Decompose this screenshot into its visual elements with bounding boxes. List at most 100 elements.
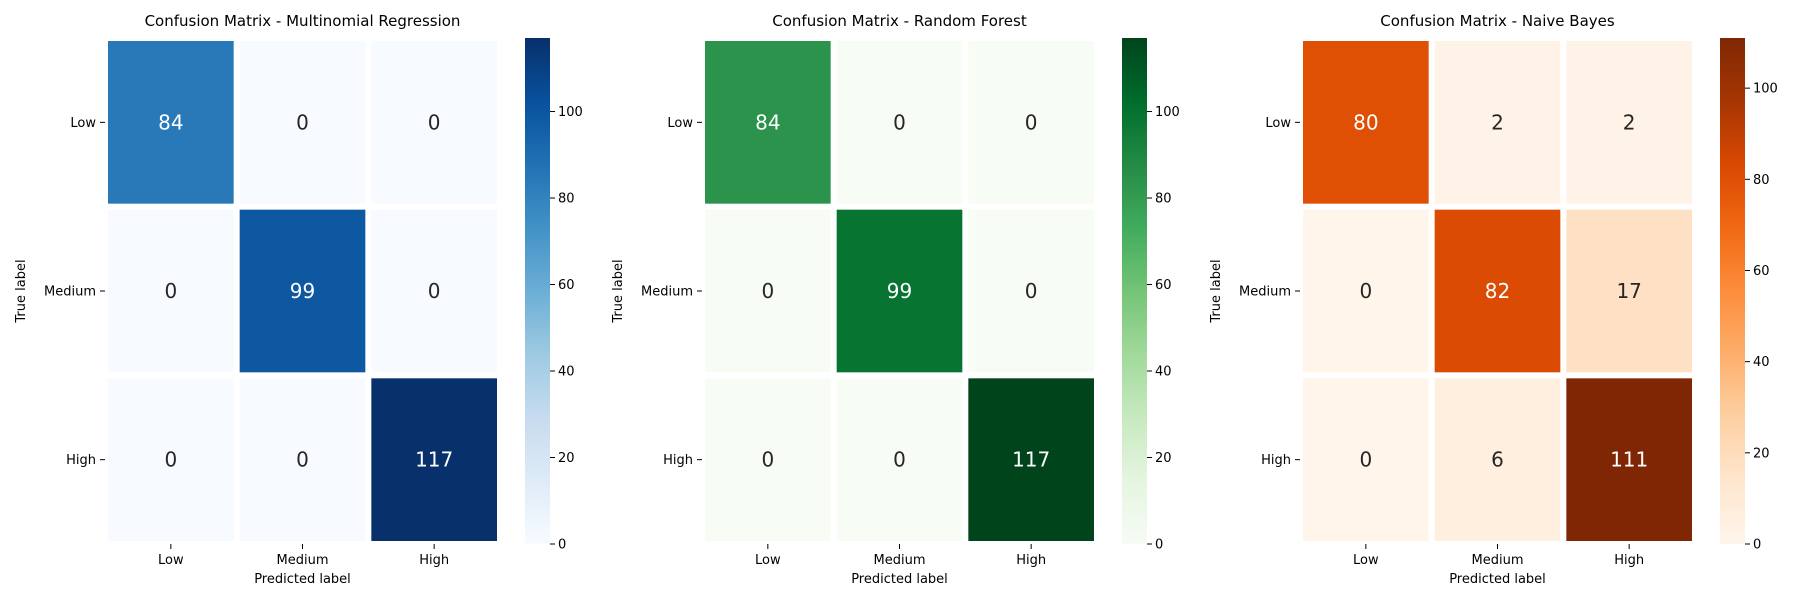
cell-value-label: 0 <box>428 279 441 303</box>
cell-value-label: 0 <box>1359 279 1372 303</box>
heatmap-cell <box>1434 209 1561 373</box>
colorbar-tick-label: 100 <box>558 105 583 120</box>
heatmap-cell <box>239 378 366 541</box>
cell-value-label: 2 <box>1491 110 1504 134</box>
cell-value-label: 0 <box>164 279 177 303</box>
colorbar-tick-label: 20 <box>558 451 575 466</box>
heatmap-cell <box>371 209 497 373</box>
cell-value-label: 0 <box>1359 448 1372 472</box>
heatmap-cell <box>108 378 234 541</box>
cell-value-label: 111 <box>1610 448 1648 472</box>
y-axis-label: True label <box>1209 259 1224 323</box>
heatmap-cell <box>108 209 234 373</box>
heatmap-cell <box>968 209 1094 373</box>
heatmap-cell <box>371 378 497 541</box>
y-tick-label: High <box>1261 453 1291 468</box>
heatmap-cell <box>1303 209 1429 373</box>
cell-value-label: 80 <box>1353 110 1378 134</box>
heatmap-cell <box>836 209 963 373</box>
x-tick-label: High <box>1614 553 1644 568</box>
cell-value-label: 0 <box>1025 279 1038 303</box>
heatmap-cell <box>968 41 1094 204</box>
x-tick-label: Low <box>158 553 184 568</box>
y-axis-label: True label <box>611 259 626 323</box>
heatmap-cell <box>1303 41 1429 204</box>
colorbar-tick-label: 0 <box>1155 538 1163 553</box>
heatmap-cell <box>108 41 234 204</box>
colorbar-tick-label: 60 <box>1155 278 1172 293</box>
cell-value-label: 0 <box>1025 110 1038 134</box>
colorbar-gradient <box>1720 38 1745 544</box>
cell-value-label: 0 <box>893 110 906 134</box>
x-tick-label: Medium <box>1472 553 1524 568</box>
colorbar-tick-label: 80 <box>1155 192 1172 207</box>
colorbar: 0 20 40 60 80 100 <box>1122 38 1180 553</box>
cell-value-label: 84 <box>158 110 183 134</box>
heatmap-cell <box>705 209 831 373</box>
x-tick-label: High <box>419 553 449 568</box>
colorbar-tick-label: 60 <box>1753 264 1770 279</box>
heatmap-cell <box>1434 378 1561 541</box>
x-tick-label: High <box>1016 553 1046 568</box>
colorbar-tick-label: 20 <box>1155 451 1172 466</box>
x-axis-label: Predicted label <box>851 572 948 587</box>
cell-value-label: 0 <box>296 110 309 134</box>
cell-value-label: 0 <box>893 448 906 472</box>
heatmap-cell <box>239 41 366 204</box>
x-axis-label: Predicted label <box>254 572 351 587</box>
colorbar-tick-label: 80 <box>1753 173 1770 188</box>
y-tick-label: Medium <box>1239 285 1291 300</box>
cell-value-label: 82 <box>1485 279 1510 303</box>
x-tick-label: Low <box>1353 553 1379 568</box>
cell-value-label: 0 <box>296 448 309 472</box>
colorbar: 0 20 40 60 80 100 <box>1720 38 1778 553</box>
cell-value-label: 99 <box>290 279 315 303</box>
colorbar-tick-label: 80 <box>558 192 575 207</box>
cell-value-label: 17 <box>1616 279 1641 303</box>
y-tick-label: Medium <box>44 285 96 300</box>
colorbar: 0 20 40 60 80 100 <box>525 38 583 553</box>
cell-value-label: 117 <box>415 448 453 472</box>
cell-value-label: 99 <box>887 279 912 303</box>
heatmap-cell <box>239 209 366 373</box>
y-axis-label: True label <box>14 259 29 323</box>
heatmap-cell <box>1566 209 1692 373</box>
colorbar-tick-label: 40 <box>1155 365 1172 380</box>
heatmap-cell <box>1434 41 1561 204</box>
heatmap-cell <box>836 41 963 204</box>
cell-value-label: 0 <box>761 448 774 472</box>
heatmap-cell <box>705 41 831 204</box>
y-tick-label: Low <box>1265 116 1291 131</box>
y-tick-label: Low <box>70 116 96 131</box>
colorbar-tick-label: 0 <box>1753 538 1761 553</box>
colorbar-gradient <box>525 38 550 544</box>
heatmap-cell <box>1566 378 1692 541</box>
chart-title: Confusion Matrix - Naive Bayes <box>1380 12 1615 30</box>
heatmap-panel: Confusion Matrix - Random Forest 84 0 0 0 99 0… <box>611 12 1180 587</box>
colorbar-tick-label: 100 <box>1155 105 1180 120</box>
y-tick-label: Medium <box>641 285 693 300</box>
cell-value-label: 84 <box>755 110 780 134</box>
cell-value-label: 2 <box>1623 110 1636 134</box>
heatmap-cell <box>1303 378 1429 541</box>
heatmap-cell <box>968 378 1094 541</box>
x-axis-label: Predicted label <box>1449 572 1546 587</box>
colorbar-tick-label: 20 <box>1753 446 1770 461</box>
heatmap-panel: Confusion Matrix - Multinomial Regressio… <box>14 12 583 587</box>
chart-title: Confusion Matrix - Multinomial Regressio… <box>145 12 461 30</box>
cell-value-label: 0 <box>428 110 441 134</box>
cell-value-label: 6 <box>1491 448 1504 472</box>
y-tick-label: High <box>663 453 693 468</box>
cell-value-label: 0 <box>761 279 774 303</box>
heatmap-cell <box>1566 41 1692 204</box>
y-tick-label: Low <box>667 116 693 131</box>
y-tick-label: High <box>66 453 96 468</box>
x-tick-label: Medium <box>277 553 329 568</box>
heatmap-cell <box>836 378 963 541</box>
cell-value-label: 0 <box>164 448 177 472</box>
colorbar-tick-label: 100 <box>1753 82 1778 97</box>
heatmap-cell <box>371 41 497 204</box>
colorbar-gradient <box>1122 38 1147 544</box>
x-tick-label: Medium <box>874 553 926 568</box>
